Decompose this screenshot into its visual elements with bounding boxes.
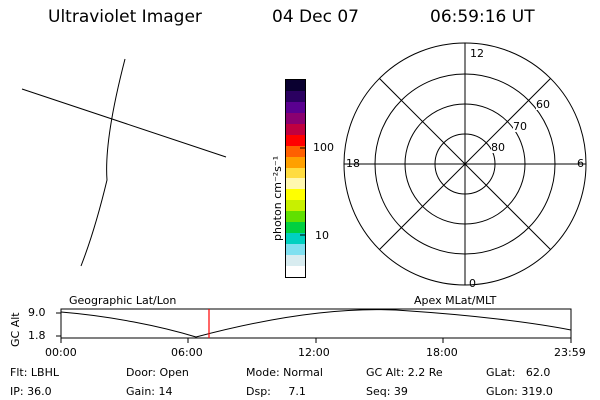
colorbar-segment <box>286 222 305 234</box>
polar-ring-label-70: 70 <box>513 120 527 133</box>
date-label: 04 Dec 07 <box>272 7 359 27</box>
colorbar <box>285 79 306 278</box>
colorbar-segment <box>286 134 305 146</box>
geo-grid-line-horizontal <box>21 88 227 158</box>
polar-ring-label-60: 60 <box>536 98 550 111</box>
timeline-xtick-1800: 18:00 <box>426 346 458 359</box>
colorbar-segment <box>286 189 305 201</box>
timeline-xtick-0000: 00:00 <box>45 346 77 359</box>
colorbar-segment <box>286 123 305 135</box>
info-glat: GLat: 62.0 <box>486 366 551 379</box>
colorbar-segment <box>286 112 305 124</box>
colorbar-segment <box>286 156 305 168</box>
info-mode: Mode: Normal <box>246 366 323 379</box>
timeline-right-title: Apex MLat/MLT <box>414 294 497 307</box>
info-gc-alt: GC Alt: 2.2 Re <box>366 366 443 379</box>
colorbar-segment <box>286 211 305 223</box>
info-flt: Flt: LBHL <box>10 366 59 379</box>
colorbar-tick-100: 100 <box>313 141 334 154</box>
timeline-left-title: Geographic Lat/Lon <box>69 294 177 307</box>
time-label: 06:59:16 UT <box>430 7 535 27</box>
timeline-xtick-1200: 12:00 <box>298 346 330 359</box>
colorbar-tick-10: 10 <box>315 229 329 242</box>
colorbar-segment <box>286 145 305 157</box>
geo-grid-line-vertical <box>80 58 126 267</box>
timeline-ytick-9: 9.0 <box>28 306 46 319</box>
colorbar-segment <box>286 178 305 190</box>
colorbar-segment <box>286 200 305 212</box>
polar-label-6: 6 <box>577 157 584 170</box>
polar-diagonal-2 <box>379 78 551 250</box>
info-ip: IP: 36.0 <box>10 385 52 398</box>
info-glon: GLon: 319.0 <box>486 385 553 398</box>
timeline-altitude-curve <box>60 309 572 338</box>
timeline-xtick-2359: 23:59 <box>554 346 586 359</box>
polar-label-18: 18 <box>346 157 360 170</box>
colorbar-segment <box>286 265 305 277</box>
polar-ring-label-80: 80 <box>491 141 505 154</box>
timeline-xtick-0600: 06:00 <box>171 346 203 359</box>
instrument-title: Ultraviolet Imager <box>48 7 202 27</box>
colorbar-segment <box>286 244 305 255</box>
colorbar-segment <box>286 255 305 266</box>
info-dsp: Dsp: 7.1 <box>246 385 306 398</box>
info-gain: Gain: 14 <box>126 385 173 398</box>
colorbar-segment <box>286 80 305 91</box>
colorbar-segment <box>286 167 305 179</box>
info-door: Door: Open <box>126 366 189 379</box>
polar-label-0: 0 <box>469 277 476 290</box>
info-seq: Seq: 39 <box>366 385 408 398</box>
colorbar-segment <box>286 90 305 102</box>
colorbar-segment <box>286 101 305 113</box>
timeline-ytick-1-8: 1.8 <box>28 329 46 342</box>
polar-label-12: 12 <box>470 47 484 60</box>
colorbar-segment <box>286 233 305 245</box>
